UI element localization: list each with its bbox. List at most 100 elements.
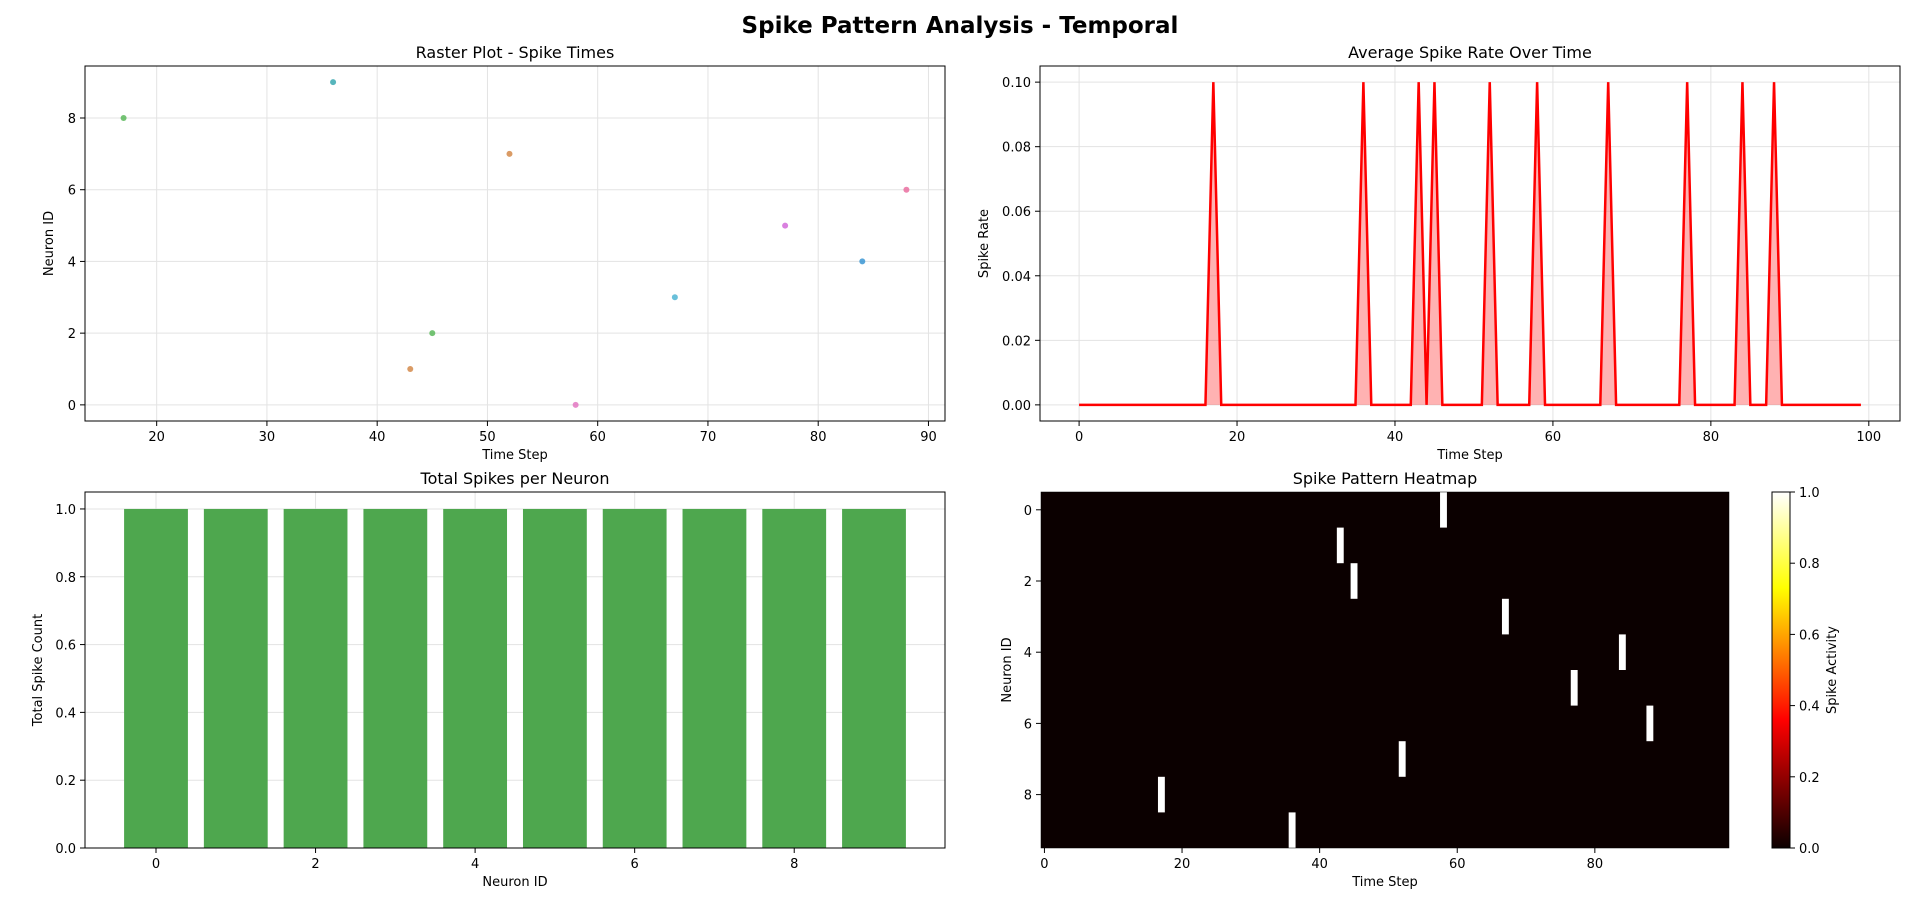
heatmap-cell [1501,598,1509,635]
y-tick-label: 0 [1024,504,1032,519]
y-axis-label: Neuron ID [1000,637,1015,702]
y-tick-label: 0.08 [1002,141,1031,156]
heatmap-cell [1336,527,1344,564]
y-tick-label: 4 [1024,646,1032,661]
y-tick-label: 2 [68,327,76,342]
bar [124,508,188,848]
y-axis-label: Neuron ID [42,211,57,276]
heatmap-cell [1157,776,1165,813]
colorbar-tick-label: 0.2 [1799,771,1820,786]
heatmap-cell [1646,705,1654,742]
x-tick-label: 4 [471,857,479,872]
x-tick-label: 60 [589,430,606,445]
colorbar-tick-label: 0.4 [1799,700,1820,715]
y-tick-label: 6 [68,184,76,199]
chart-title: Spike Pattern Heatmap [1293,469,1478,488]
y-tick-label: 0.2 [55,774,76,789]
x-tick-label: 20 [1174,857,1191,872]
chart-title: Total Spikes per Neuron [420,469,610,488]
x-tick-label: 20 [148,430,165,445]
x-axis-label: Time Step [1351,875,1418,890]
x-axis-label: Time Step [1436,448,1503,463]
x-tick-label: 0 [152,857,160,872]
x-tick-label: 0 [1040,857,1048,872]
bar [602,508,667,848]
spike-point [671,294,678,301]
rate-line [1079,82,1861,407]
y-tick-label: 1.0 [55,503,76,518]
spike-point [903,186,910,193]
axes-frame [84,65,946,422]
y-tick-label: 0.8 [55,571,76,586]
axes-frame [84,491,946,849]
x-tick-label: 30 [259,430,276,445]
colorbar-label: Spike Activity [1825,626,1840,714]
bar [203,508,268,848]
y-tick-label: 0.06 [1002,205,1031,220]
x-axis-label: Time Step [481,448,548,463]
spike-point [429,330,436,337]
x-tick-label: 8 [790,857,798,872]
x-tick-label: 50 [479,430,496,445]
heatmap-cell [1398,741,1406,777]
bar [283,508,348,848]
heatmap-cell [1570,670,1578,706]
x-tick-label: 20 [1229,430,1246,445]
heatmap-cell [1618,634,1626,670]
heatmap-background [1041,492,1729,848]
spike-point [407,366,414,373]
y-tick-label: 0.0 [55,842,76,857]
chart-title: Raster Plot - Spike Times [416,43,615,62]
colorbar [1771,491,1791,849]
x-tick-label: 60 [1545,430,1562,445]
x-axis-label: Neuron ID [482,875,547,890]
y-axis-label: Total Spike Count [31,614,46,727]
x-tick-label: 90 [920,430,937,445]
spike-point [859,258,866,265]
x-tick-label: 100 [1856,430,1881,445]
axes-frame [1039,65,1901,422]
x-tick-label: 40 [1387,430,1404,445]
x-tick-label: 60 [1449,857,1466,872]
y-tick-label: 4 [68,255,76,270]
y-tick-label: 0.4 [55,706,76,721]
heatmap-cell [1440,492,1447,528]
spike-point [120,114,127,121]
y-axis-label: Spike Rate [977,209,992,278]
y-tick-label: 8 [1024,789,1032,804]
x-tick-label: 40 [1311,857,1328,872]
x-tick-label: 0 [1075,430,1083,445]
heatmap-cell [1288,812,1296,848]
bar [682,508,747,848]
colorbar-tick-label: 0.0 [1799,842,1820,857]
y-tick-label: 6 [1024,717,1032,732]
x-tick-label: 6 [631,857,639,872]
x-tick-label: 80 [1703,430,1720,445]
x-tick-label: 2 [311,857,319,872]
colorbar-tick-label: 0.8 [1799,557,1820,572]
axes-frame [1040,491,1730,849]
bar [842,508,906,848]
heatmap-cell [1350,563,1358,599]
bar [762,508,827,848]
y-tick-label: 0.04 [1002,270,1031,285]
y-tick-label: 0 [68,399,76,414]
figure-title: Spike Pattern Analysis - Temporal [741,13,1179,39]
spike-point [572,401,579,408]
spike-point [506,150,513,157]
chart-title: Average Spike Rate Over Time [1348,43,1592,62]
y-tick-label: 0.02 [1002,334,1031,349]
colorbar-tick-label: 0.6 [1799,628,1820,643]
y-tick-label: 0.00 [1002,399,1031,414]
x-tick-label: 40 [369,430,386,445]
x-tick-label: 70 [700,430,717,445]
spike-point [330,79,337,86]
y-tick-label: 0.6 [55,639,76,654]
bar [443,508,508,848]
bar [522,508,587,848]
spike-point [782,222,789,229]
